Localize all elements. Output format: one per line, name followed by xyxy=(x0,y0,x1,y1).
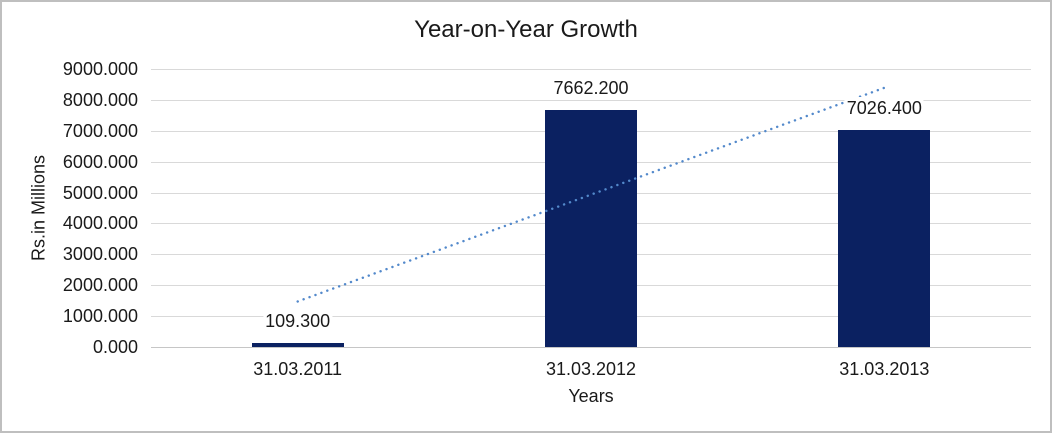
x-category-label: 31.03.2011 xyxy=(253,359,343,379)
y-tick-label: 4000.000 xyxy=(62,213,138,233)
y-tick-label: 2000.000 xyxy=(62,275,138,295)
y-tick-label: 1000.000 xyxy=(62,306,138,326)
bar-data-label: 7026.400 xyxy=(844,97,924,119)
gridline xyxy=(151,347,1031,348)
y-tick-label: 6000.000 xyxy=(62,152,138,172)
chart-title: Year-on-Year Growth xyxy=(414,16,638,43)
y-tick-label: 8000.000 xyxy=(62,90,138,110)
bar-31.03.2012 xyxy=(545,110,637,347)
x-category-label: 31.03.2012 xyxy=(545,359,637,379)
bar-data-label: 109.300 xyxy=(263,310,333,332)
y-tick-label: 0.000 xyxy=(92,337,138,357)
bar-data-label: 7662.200 xyxy=(551,77,631,99)
x-axis-title: Years xyxy=(568,386,614,406)
gridline xyxy=(151,69,1031,70)
x-category-label: 31.03.2013 xyxy=(839,359,930,379)
bar-31.03.2011 xyxy=(252,343,344,347)
y-tick-label: 9000.000 xyxy=(62,59,138,79)
y-tick-label: 5000.000 xyxy=(62,183,138,203)
y-tick-label: 7000.000 xyxy=(62,121,138,141)
y-tick-label: 3000.000 xyxy=(62,244,138,264)
bar-31.03.2013 xyxy=(838,130,930,347)
